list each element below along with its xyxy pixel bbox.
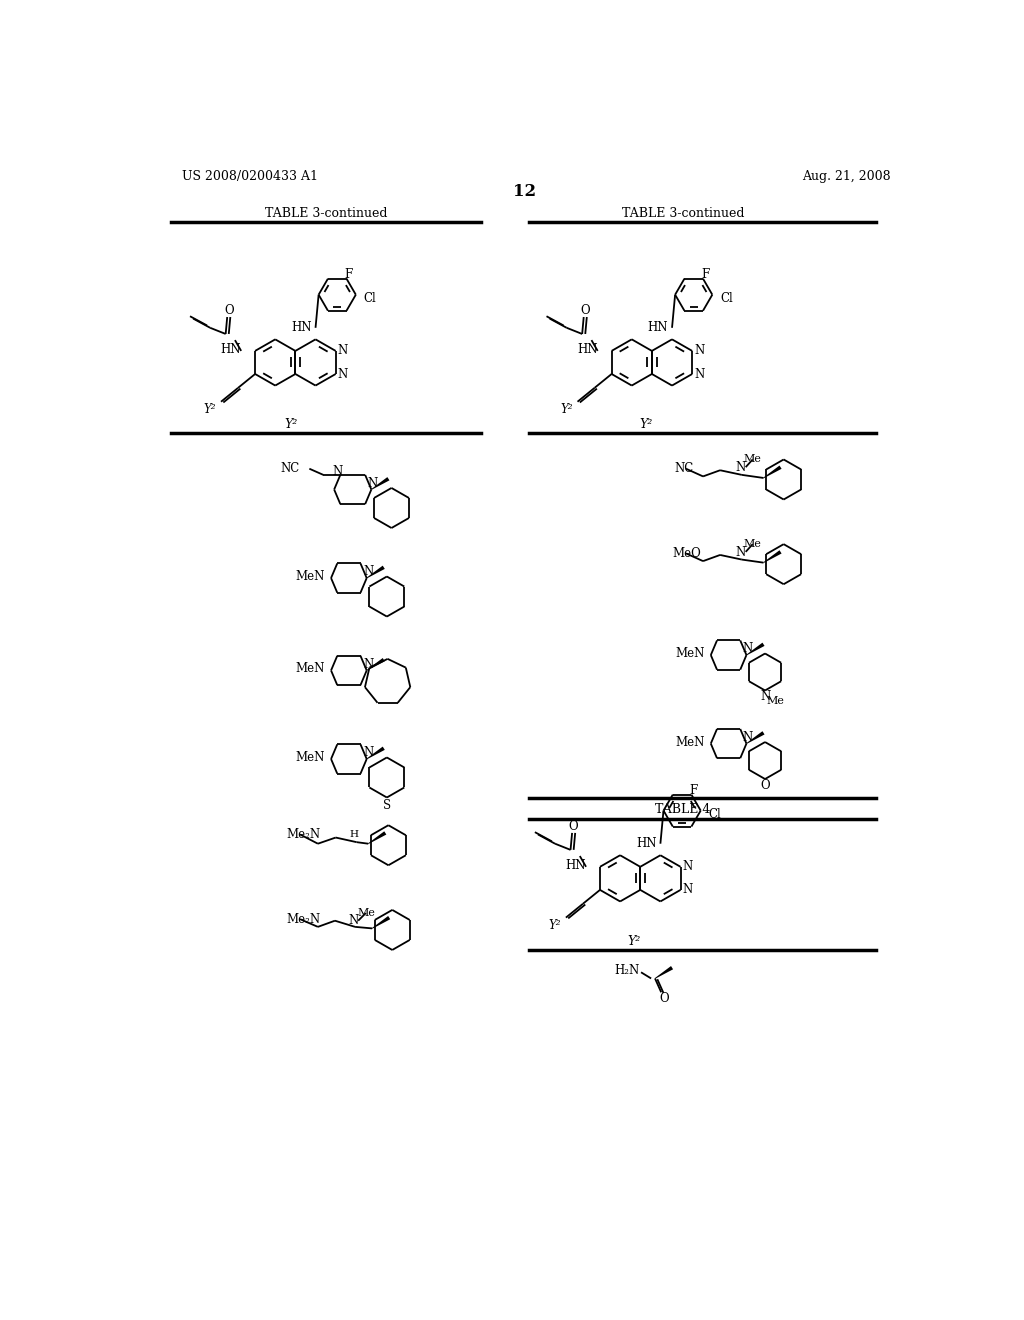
Polygon shape	[746, 731, 765, 744]
Text: F: F	[345, 268, 353, 281]
Text: N: N	[682, 861, 692, 874]
Text: N: N	[694, 345, 705, 358]
Text: N: N	[364, 746, 374, 759]
Text: MeN: MeN	[296, 663, 325, 676]
Text: N: N	[682, 883, 692, 896]
Polygon shape	[763, 550, 781, 562]
Text: HN: HN	[291, 321, 311, 334]
Text: Me: Me	[357, 908, 375, 917]
Polygon shape	[367, 566, 385, 578]
Text: N: N	[760, 690, 770, 704]
Text: N: N	[694, 367, 705, 380]
Text: Cl: Cl	[720, 292, 733, 305]
Text: O: O	[760, 779, 770, 792]
Text: N: N	[364, 565, 374, 578]
Text: N: N	[338, 367, 348, 380]
Text: Cl: Cl	[364, 292, 377, 305]
Text: MeN: MeN	[675, 647, 705, 660]
Text: N: N	[742, 731, 753, 744]
Text: NC: NC	[675, 462, 693, 475]
Text: HN: HN	[565, 859, 586, 871]
Text: MeN: MeN	[296, 570, 325, 583]
Polygon shape	[368, 832, 386, 843]
Text: NC: NC	[281, 462, 300, 475]
Text: Y²: Y²	[549, 919, 561, 932]
Text: F: F	[701, 268, 710, 281]
Polygon shape	[654, 966, 673, 978]
Polygon shape	[367, 747, 385, 759]
Text: O: O	[581, 305, 590, 317]
Text: Cl: Cl	[709, 808, 721, 821]
Text: Me: Me	[743, 454, 762, 465]
Text: H: H	[349, 830, 358, 840]
Text: O: O	[224, 305, 233, 317]
Polygon shape	[746, 643, 765, 655]
Polygon shape	[372, 916, 390, 929]
Text: Me: Me	[743, 539, 762, 549]
Text: TABLE 3-continued: TABLE 3-continued	[622, 207, 744, 220]
Text: HN: HN	[578, 343, 598, 356]
Text: 12: 12	[513, 183, 537, 201]
Text: MeO: MeO	[672, 546, 700, 560]
Text: Me₂N: Me₂N	[287, 828, 321, 841]
Text: N: N	[333, 465, 343, 478]
Text: N: N	[368, 477, 378, 490]
Text: N: N	[735, 546, 745, 560]
Text: Y²: Y²	[628, 935, 641, 948]
Text: HN: HN	[220, 343, 242, 356]
Polygon shape	[763, 466, 781, 478]
Text: O: O	[568, 820, 579, 833]
Text: N: N	[735, 462, 745, 474]
Text: N: N	[364, 657, 374, 671]
Text: F: F	[689, 784, 697, 797]
Text: Aug. 21, 2008: Aug. 21, 2008	[802, 169, 891, 182]
Text: HN: HN	[647, 321, 668, 334]
Text: US 2008/0200433 A1: US 2008/0200433 A1	[182, 169, 318, 182]
Text: N: N	[742, 643, 753, 656]
Text: O: O	[659, 991, 669, 1005]
Text: TABLE 4: TABLE 4	[655, 803, 711, 816]
Text: HN: HN	[636, 837, 656, 850]
Polygon shape	[367, 659, 385, 671]
Polygon shape	[371, 477, 389, 490]
Text: H₂N: H₂N	[614, 964, 640, 977]
Text: Y²: Y²	[204, 403, 216, 416]
Text: TABLE 3-continued: TABLE 3-continued	[265, 207, 388, 220]
Text: N: N	[338, 345, 348, 358]
Text: Y²: Y²	[284, 417, 297, 430]
Text: MeN: MeN	[296, 751, 325, 764]
Text: Y²: Y²	[560, 403, 572, 416]
Text: Me₂N: Me₂N	[287, 912, 321, 925]
Text: N: N	[348, 915, 358, 927]
Text: Me: Me	[767, 696, 784, 706]
Text: Y²: Y²	[639, 417, 652, 430]
Text: MeN: MeN	[675, 735, 705, 748]
Text: S: S	[383, 799, 391, 812]
